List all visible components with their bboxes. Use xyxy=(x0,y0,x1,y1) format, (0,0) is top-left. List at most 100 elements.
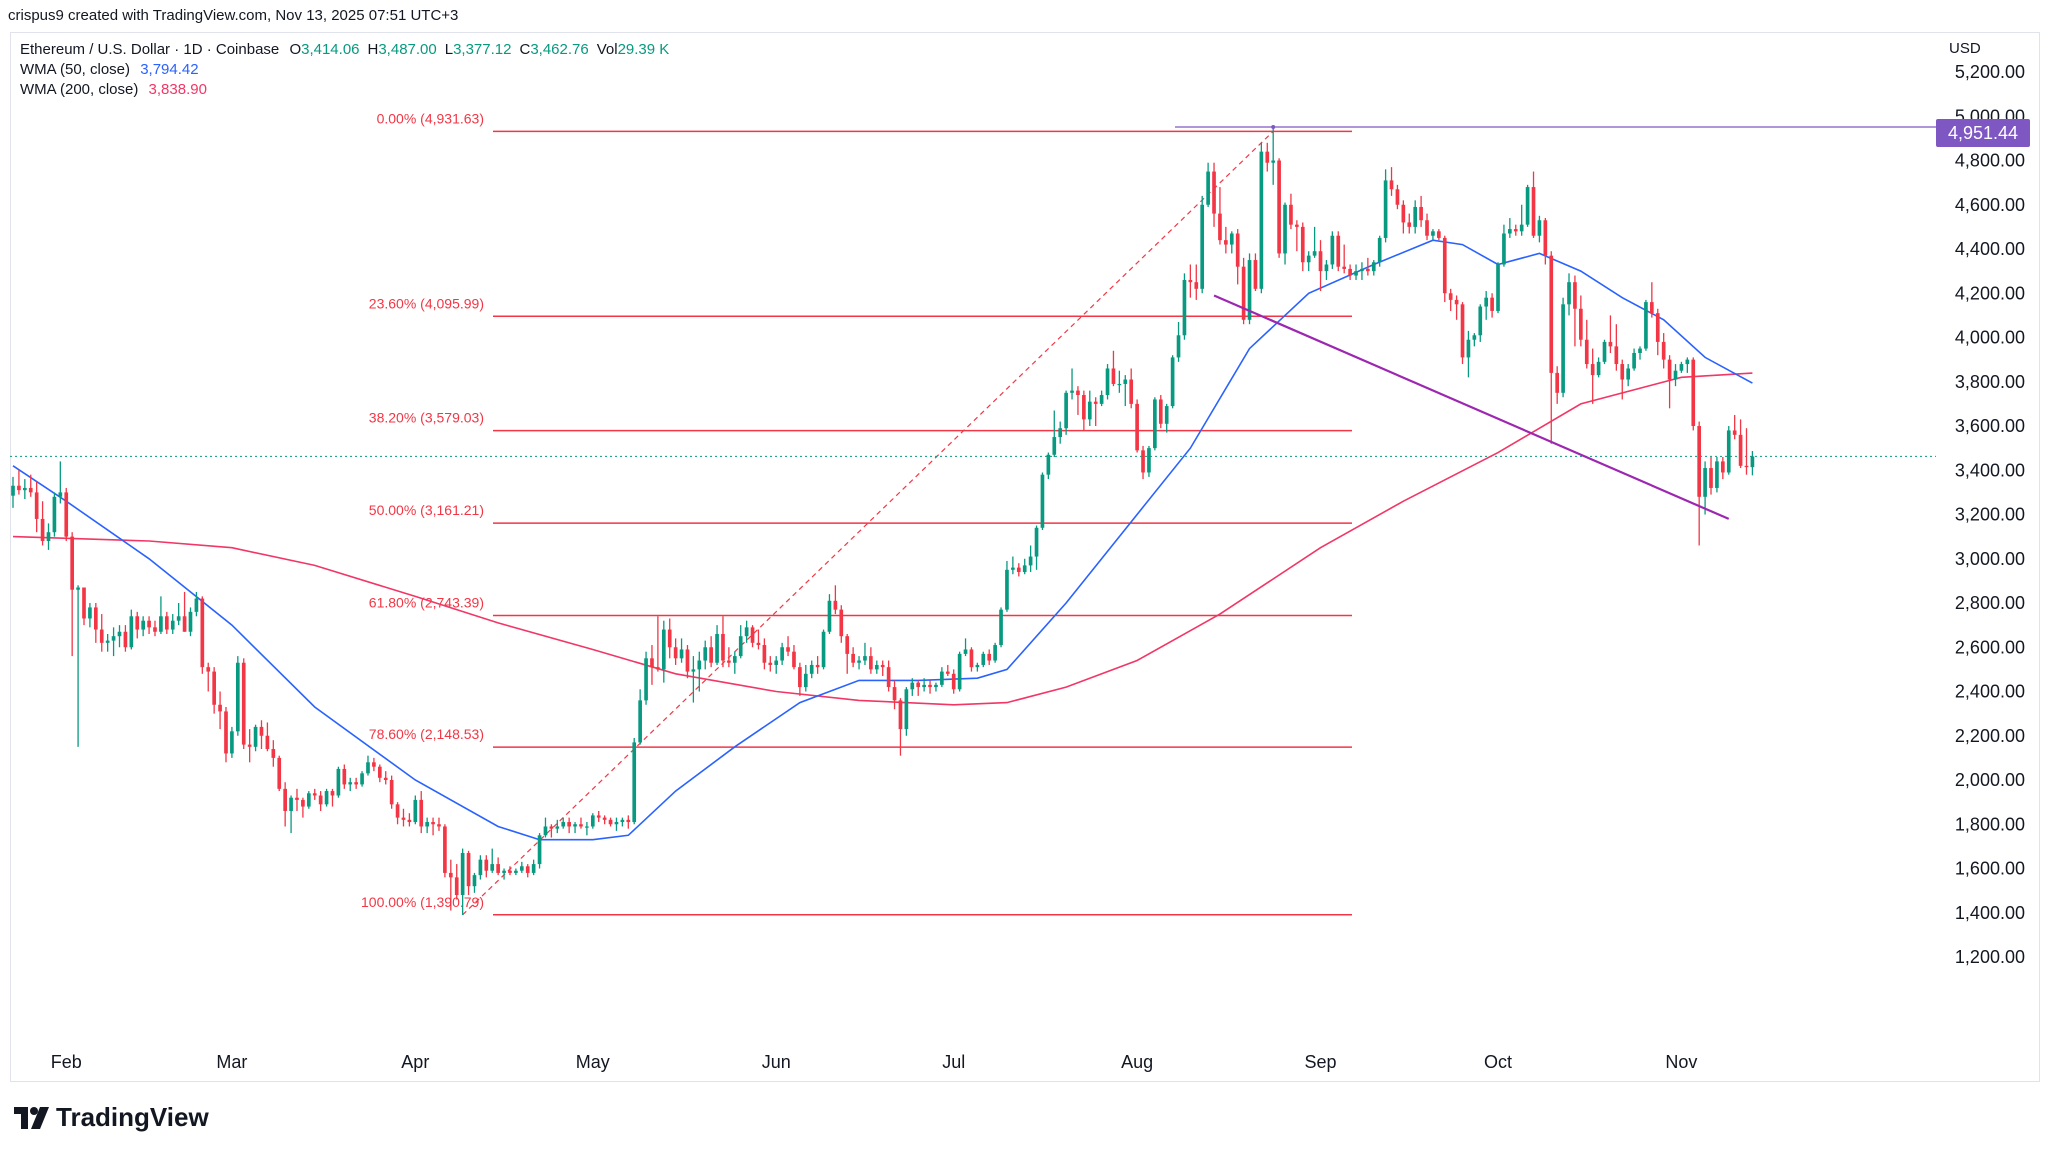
candle-body xyxy=(1590,364,1595,376)
candle-body xyxy=(1484,297,1489,307)
y-tick-label: 4,000.00 xyxy=(1955,328,2025,348)
candle-body xyxy=(348,782,353,785)
legend-wma200-row[interactable]: WMA (200, close) 3,838.90 xyxy=(20,80,669,100)
candle-body xyxy=(851,653,855,663)
candle-body xyxy=(159,616,163,632)
candle-body xyxy=(82,587,86,619)
candle-body xyxy=(484,859,489,871)
symbol-title[interactable]: Ethereum / U.S. Dollar · 1D · Coinbase xyxy=(20,41,280,58)
candle-body xyxy=(372,762,376,767)
candle-body xyxy=(1360,268,1364,272)
candle-body xyxy=(1419,206,1423,221)
candle-body xyxy=(1448,293,1453,300)
y-tick-label: 1,400.00 xyxy=(1955,903,2025,923)
candle-body xyxy=(472,875,477,887)
candle-body xyxy=(34,492,39,519)
wma200-label: WMA (200, close) xyxy=(20,81,139,98)
candle-body xyxy=(123,631,128,648)
candle-body xyxy=(756,642,761,646)
candle-body xyxy=(626,819,631,823)
candle-body xyxy=(241,662,246,745)
candle-body xyxy=(1496,264,1500,311)
candle-body xyxy=(1206,171,1210,205)
candle-body xyxy=(514,870,518,873)
candle-body xyxy=(312,793,317,796)
candle-body xyxy=(573,824,577,827)
candle-body xyxy=(153,627,157,632)
candle-body xyxy=(366,762,370,774)
candle-body xyxy=(827,600,832,632)
candle-body xyxy=(1703,468,1707,497)
candle-body xyxy=(809,664,814,674)
candle-body xyxy=(1176,335,1181,358)
candle-body xyxy=(1141,450,1145,473)
y-tick-label: 2,400.00 xyxy=(1955,682,2025,702)
x-tick-label: May xyxy=(576,1052,610,1072)
candle-body xyxy=(478,859,483,876)
candle-body xyxy=(1058,428,1063,438)
candle-body xyxy=(1212,171,1216,214)
candle-body xyxy=(1437,231,1441,238)
candle-body xyxy=(638,700,642,743)
candle-body xyxy=(389,780,394,805)
candle-body xyxy=(792,651,796,668)
candle-body xyxy=(732,656,737,663)
legend-wma50-row[interactable]: WMA (50, close) 3,794.42 xyxy=(20,60,669,80)
candle-body xyxy=(667,629,672,648)
fib-level-label: 0.00% (4,931.63) xyxy=(377,110,484,126)
candle-body xyxy=(1555,372,1560,393)
candle-body xyxy=(1584,339,1589,365)
candle-body xyxy=(656,667,660,670)
candle-body xyxy=(898,700,903,730)
candle-body xyxy=(1011,567,1015,570)
candle-body xyxy=(1531,187,1536,236)
candle-body xyxy=(105,640,110,643)
candle-body xyxy=(727,660,731,663)
candle-body xyxy=(206,667,211,672)
candle-body xyxy=(170,620,175,630)
candle-body xyxy=(407,819,412,823)
candle-body xyxy=(762,645,767,663)
candle-body xyxy=(306,793,311,807)
candle-body xyxy=(1040,474,1045,528)
candle-body xyxy=(1608,341,1613,347)
candle-body xyxy=(549,826,554,829)
candle-body xyxy=(620,819,625,823)
candle-body xyxy=(934,684,938,688)
x-tick-label: Jun xyxy=(762,1052,791,1072)
candle-body xyxy=(1561,304,1565,393)
candle-body xyxy=(916,682,921,688)
candle-body xyxy=(608,819,613,825)
candle-body xyxy=(596,815,601,818)
candle-body xyxy=(111,636,116,641)
candle-body xyxy=(975,664,980,668)
candle-body xyxy=(614,822,619,825)
candle-body xyxy=(1318,251,1323,272)
fib-level-label: 50.00% (3,161.21) xyxy=(369,502,484,518)
candle-body xyxy=(1070,390,1074,393)
candle-body xyxy=(567,822,571,827)
candle-body xyxy=(76,587,80,590)
candle-body xyxy=(448,872,453,878)
candle-body xyxy=(188,611,193,632)
candle-body xyxy=(1549,255,1554,373)
candle-body xyxy=(1082,395,1086,420)
candle-body xyxy=(928,684,932,688)
candle-body xyxy=(969,649,974,668)
candle-body xyxy=(1466,339,1471,358)
ohlc-values: O3,414.06 H3,487.00 L3,377.12 C3,462.76 Vol2… xyxy=(289,41,669,58)
candle-body xyxy=(1105,368,1110,396)
candle-body xyxy=(1342,266,1347,269)
tradingview-logo[interactable]: TradingView xyxy=(14,1102,209,1133)
candle-body xyxy=(715,633,719,663)
candle-body xyxy=(798,667,802,688)
candle-body xyxy=(768,662,773,665)
candle-body xyxy=(324,791,329,805)
candle-body xyxy=(1395,189,1400,205)
candle-body xyxy=(1247,260,1252,320)
x-tick-label: Nov xyxy=(1665,1052,1697,1072)
candle-body xyxy=(1188,279,1193,283)
candle-body xyxy=(454,877,459,896)
candle-body xyxy=(709,647,713,663)
